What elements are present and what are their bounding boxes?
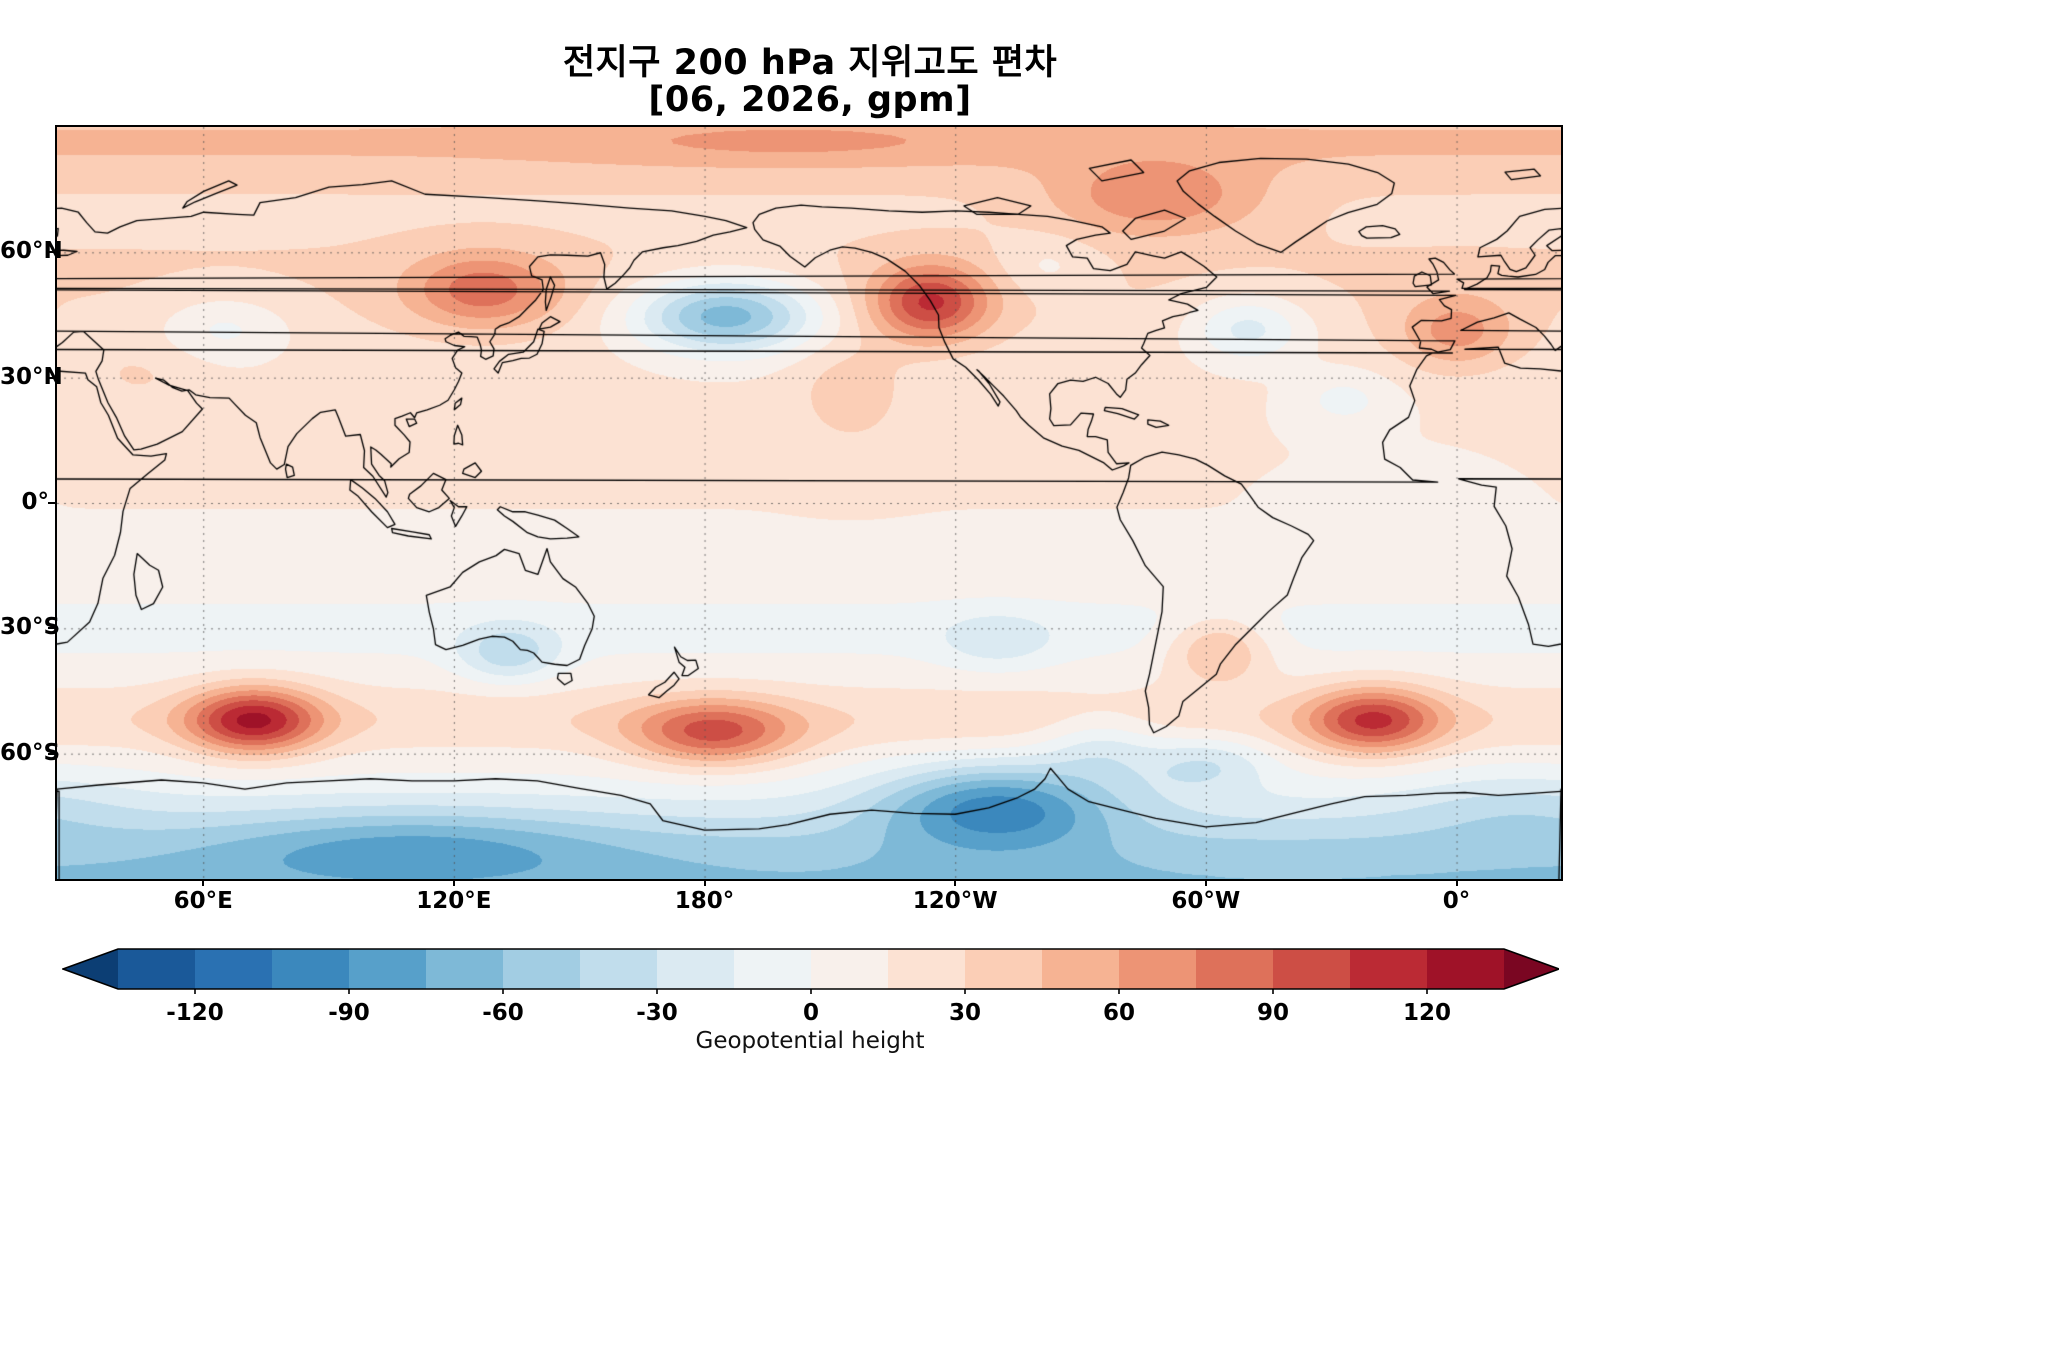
colorbar-bin xyxy=(888,949,966,989)
colorbar-tick-label: 0 xyxy=(802,1000,819,1026)
y-tick-label: 30°N xyxy=(0,363,63,390)
colorbar-tick-label: -30 xyxy=(636,1000,678,1026)
colorbar-bin xyxy=(580,949,658,989)
x-tick-label: 120°W xyxy=(912,888,998,914)
x-tick-mark xyxy=(703,879,706,886)
colorbar-bin xyxy=(503,949,581,989)
x-tick-mark xyxy=(954,879,957,886)
colorbar-bin xyxy=(1427,949,1505,989)
colorbar-tick-label: 90 xyxy=(1256,1000,1289,1026)
y-tick-mark xyxy=(48,376,55,379)
y-tick-mark xyxy=(48,502,55,504)
colorbar-tick-label: -60 xyxy=(482,1000,524,1026)
y-tick-label: 60°S xyxy=(0,739,61,766)
y-tick-mark xyxy=(48,251,55,254)
x-tick-mark xyxy=(1455,879,1458,886)
x-tick-mark xyxy=(202,879,205,886)
y-tick-label: 0° xyxy=(21,489,49,515)
y-tick-mark xyxy=(48,627,55,630)
colorbar-bin xyxy=(1119,949,1197,989)
colorbar-right-arrow xyxy=(1504,949,1559,989)
colorbar-bin xyxy=(1042,949,1120,989)
colorbar xyxy=(62,948,1559,994)
map-plot-area xyxy=(55,125,1563,881)
colorbar-bin xyxy=(118,949,196,989)
colorbar-bin xyxy=(811,949,889,989)
x-tick-label: 120°E xyxy=(416,888,492,914)
y-tick-label: 30°S xyxy=(0,614,61,641)
y-tick-mark xyxy=(48,752,55,755)
colorbar-bin xyxy=(195,949,273,989)
colorbar-bin xyxy=(734,949,812,989)
colorbar-bin xyxy=(1196,949,1274,989)
x-tick-label: 60°E xyxy=(173,888,233,914)
colorbar-bin xyxy=(657,949,735,989)
colorbar-bin xyxy=(1350,949,1428,989)
colorbar-label: Geopotential height xyxy=(695,1028,925,1054)
colorbar-tick-label: 60 xyxy=(1102,1000,1135,1026)
x-tick-label: 60°W xyxy=(1171,888,1241,914)
colorbar-bin xyxy=(272,949,350,989)
colorbar-tick-label: -120 xyxy=(166,1000,224,1026)
colorbar-left-arrow xyxy=(63,949,118,989)
colorbar-tick-label: 30 xyxy=(948,1000,981,1026)
colorbar-outline xyxy=(62,948,1559,990)
x-tick-label: 0° xyxy=(1442,888,1471,914)
colorbar-tick-label: 120 xyxy=(1402,1000,1451,1026)
x-tick-mark xyxy=(1204,879,1207,886)
x-tick-mark xyxy=(452,879,455,886)
y-tick-label: 60°N xyxy=(0,238,63,265)
colorbar-bin xyxy=(426,949,504,989)
colorbar-tick-label: -90 xyxy=(328,1000,370,1026)
colorbar-bin xyxy=(349,949,427,989)
colorbar-bin xyxy=(1273,949,1351,989)
chart-subtitle: [06, 2026, gpm] xyxy=(648,80,972,120)
chart-title: 전지구 200 hPa 지위고도 편차 xyxy=(562,43,1058,83)
colorbar-bin xyxy=(965,949,1043,989)
map-canvas xyxy=(57,127,1561,879)
x-tick-label: 180° xyxy=(674,888,735,914)
